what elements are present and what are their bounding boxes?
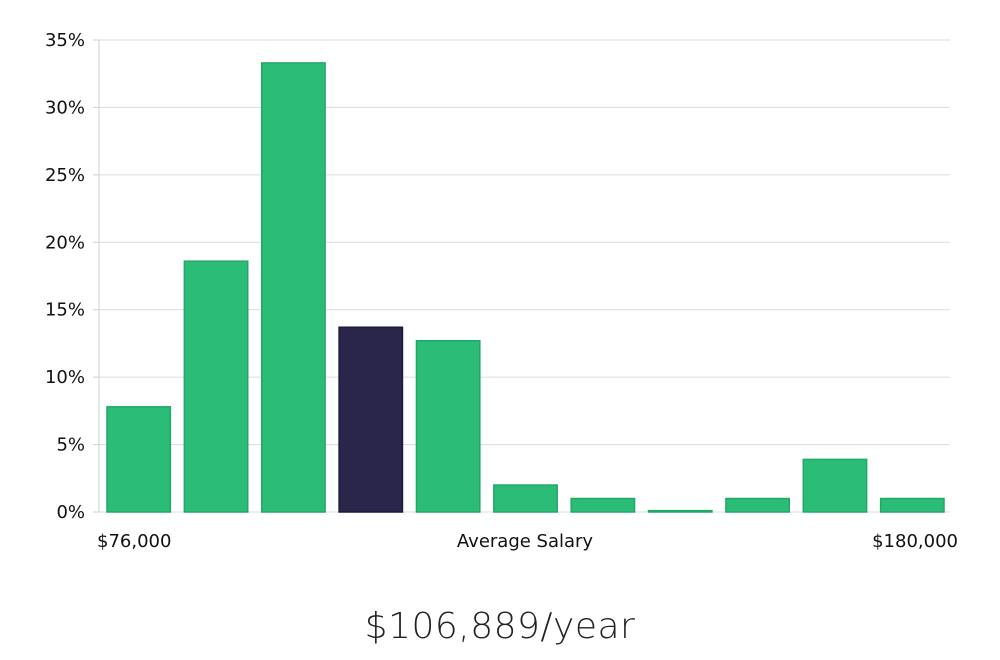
histogram-plot: 0% 5% 10% 15% 20% 25% 30% 35% $76,000 Average S…	[45, 30, 958, 552]
average-salary-value: $106,889/year	[364, 606, 636, 647]
histogram-bar	[802, 458, 868, 513]
histogram-bar	[493, 484, 558, 513]
histogram-bar	[183, 260, 249, 513]
histogram-bar	[647, 509, 713, 513]
x-label-min: $76,000	[97, 531, 171, 552]
histogram-bar	[415, 339, 481, 513]
y-tick-label: 30%	[45, 97, 85, 118]
x-label-max: $180,000	[872, 531, 958, 552]
y-tick-label: 25%	[45, 165, 85, 186]
bars	[106, 62, 945, 513]
highlighted-bar	[338, 326, 404, 513]
y-tick-label: 10%	[45, 367, 85, 388]
y-tick-label: 15%	[45, 300, 85, 321]
histogram-bar	[879, 497, 945, 513]
histogram-bar	[106, 406, 172, 513]
y-tick-label: 35%	[45, 30, 85, 51]
salary-histogram: 0% 5% 10% 15% 20% 25% 30% 35% $76,000 Average S…	[45, 30, 958, 552]
histogram-bar	[260, 62, 326, 513]
histogram-bar	[570, 497, 636, 513]
y-axis-ticks: 0% 5% 10% 15% 20% 25% 30% 35%	[45, 30, 99, 523]
y-tick-label: 0%	[56, 502, 85, 523]
x-axis-title: Average Salary	[457, 531, 594, 552]
y-tick-label: 5%	[56, 435, 85, 456]
histogram-bar	[725, 497, 791, 513]
y-tick-label: 20%	[45, 232, 85, 253]
